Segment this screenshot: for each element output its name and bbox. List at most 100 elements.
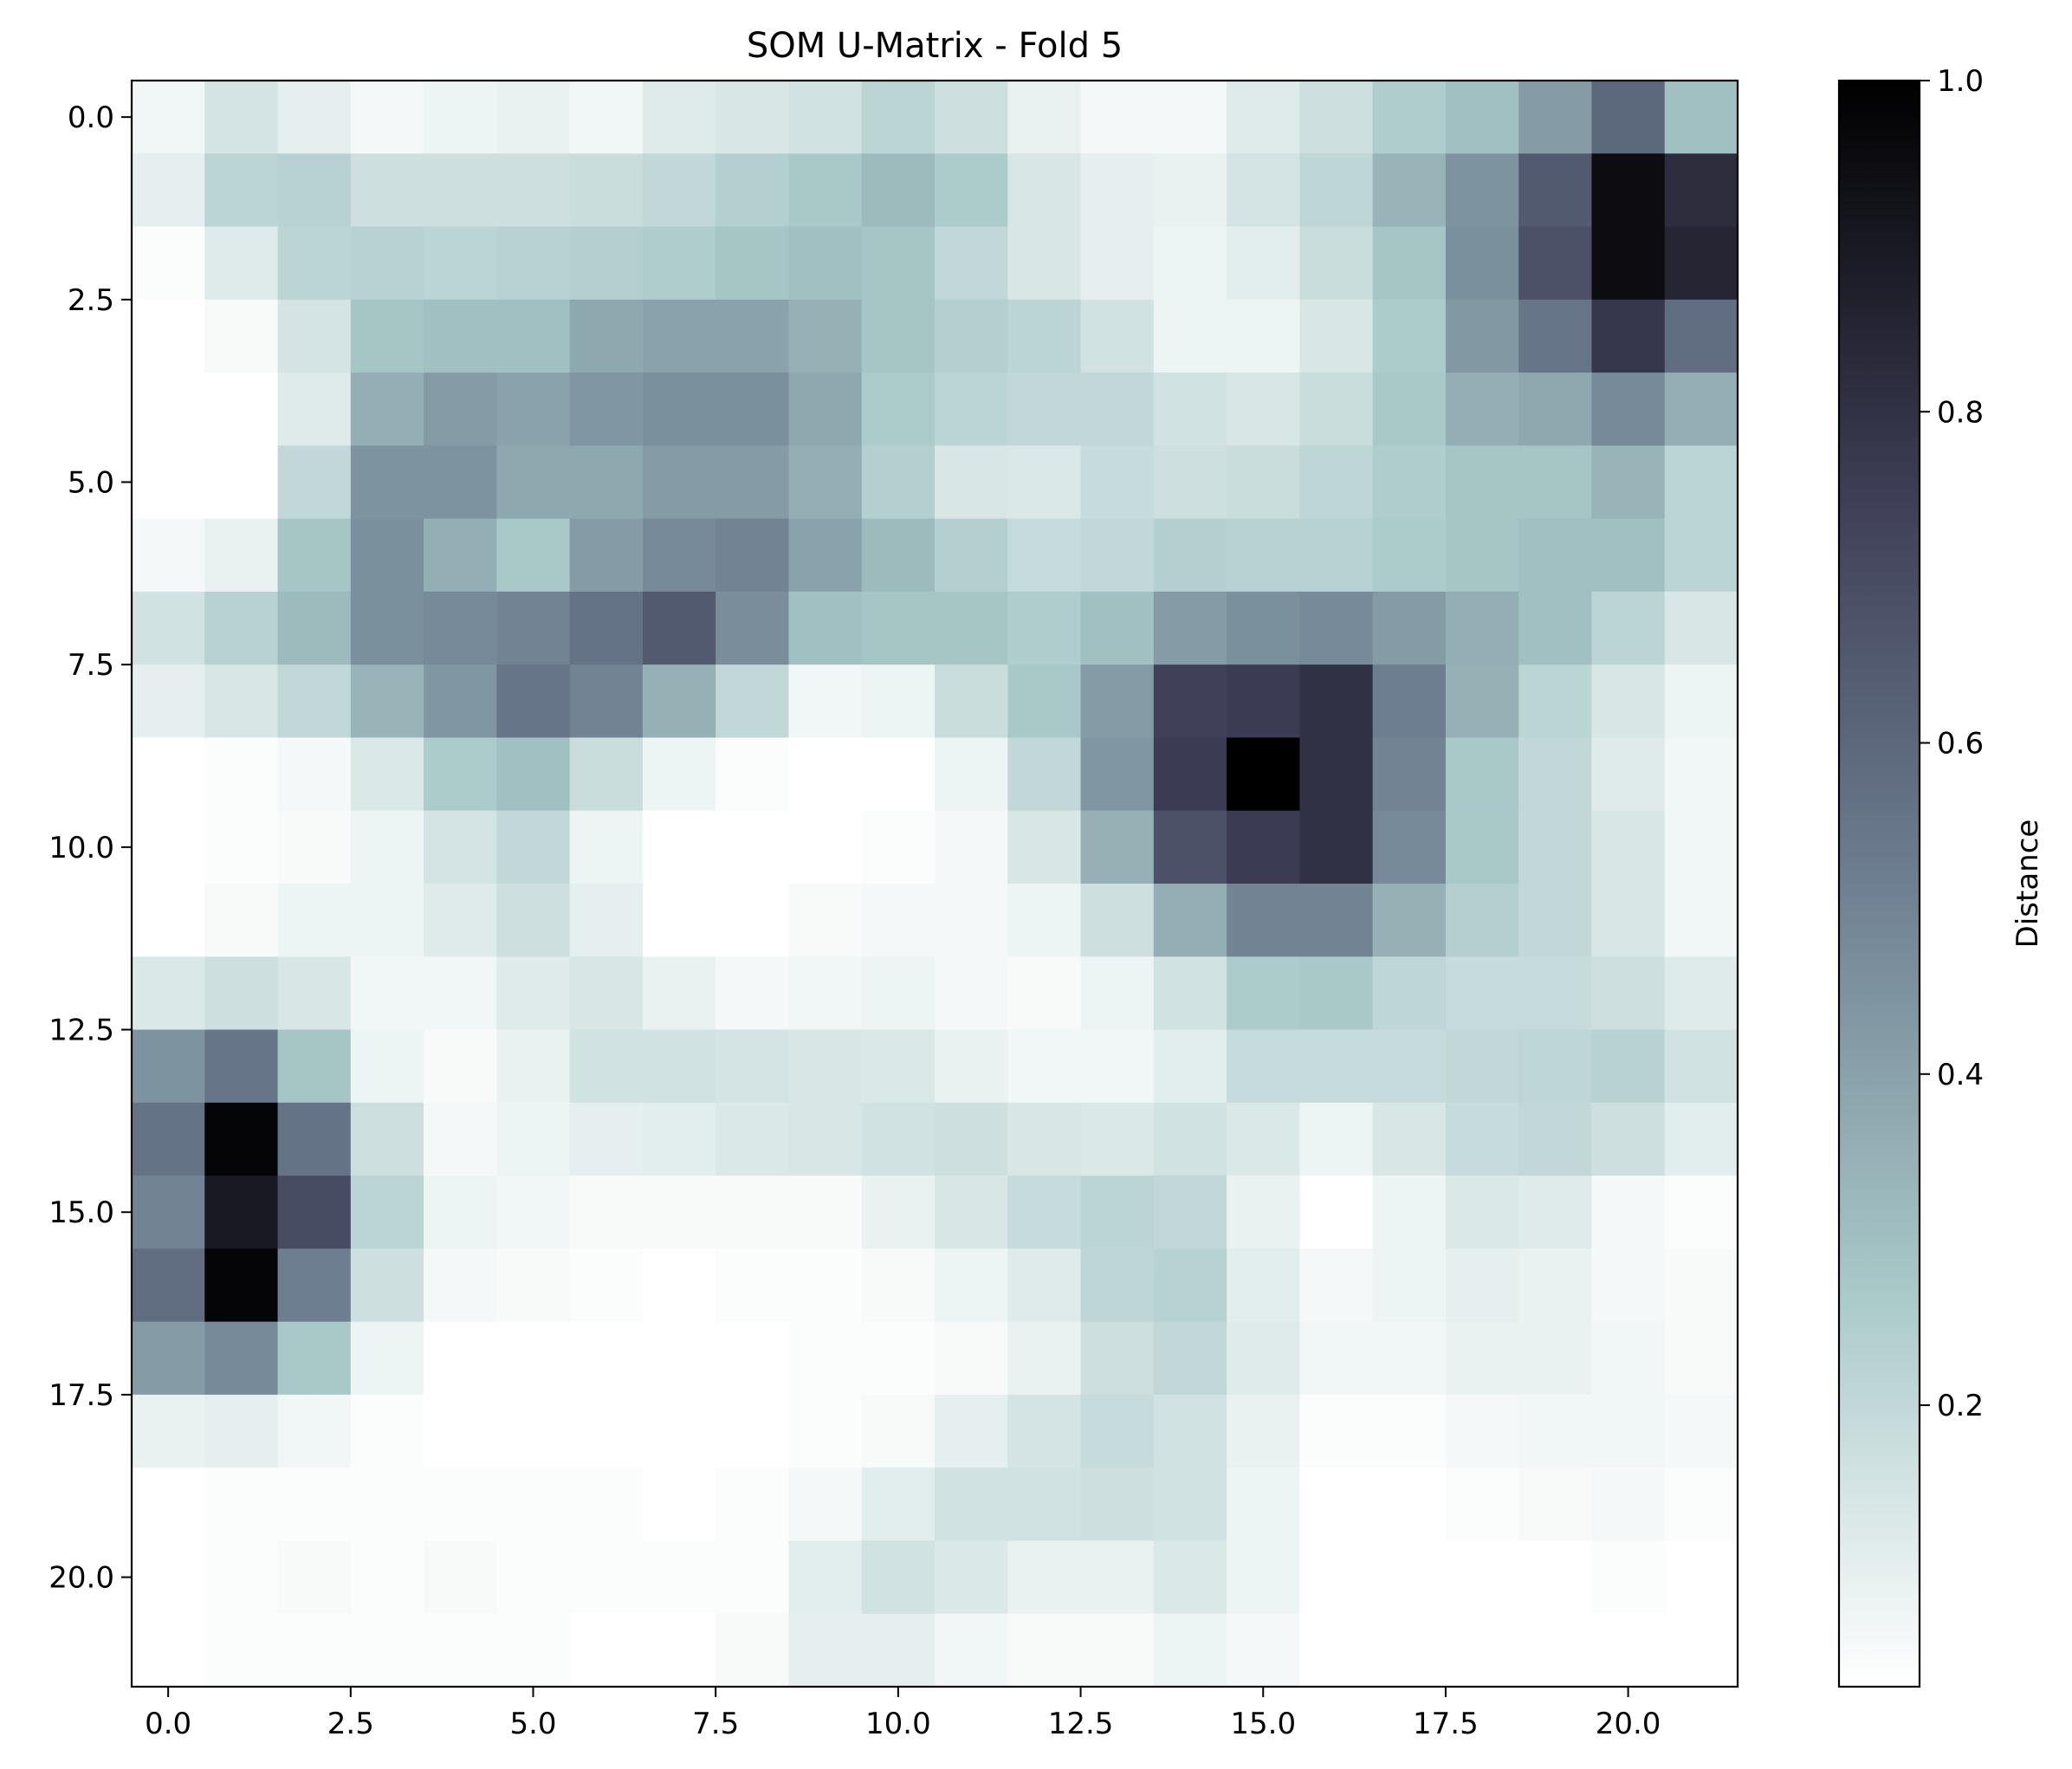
heatmap-cell <box>715 373 790 446</box>
heatmap-cell <box>935 1102 1008 1176</box>
heatmap-cell <box>569 1394 644 1468</box>
heatmap-cell <box>1664 1176 1739 1249</box>
heatmap-cell <box>132 591 205 665</box>
heatmap-cell <box>1007 664 1082 739</box>
heatmap-cell <box>1591 518 1666 593</box>
heatmap-cell <box>1591 1613 1666 1688</box>
y-tick-label: 5.0 <box>68 466 114 501</box>
heatmap-cell <box>1299 81 1374 154</box>
heatmap-cell <box>132 518 205 593</box>
heatmap-cell <box>1080 518 1155 593</box>
heatmap-cell <box>935 153 1008 228</box>
heatmap-cell <box>350 518 424 593</box>
heatmap-cell <box>788 591 863 665</box>
heatmap-cell <box>350 299 424 373</box>
heatmap-cell <box>1664 1613 1739 1688</box>
heatmap-cell <box>496 81 571 154</box>
heatmap-cell <box>1080 956 1155 1031</box>
heatmap-cell <box>1372 1176 1447 1249</box>
heatmap-cell <box>1445 1176 1519 1249</box>
heatmap-cell <box>1591 445 1666 520</box>
heatmap-cell <box>424 1613 497 1688</box>
heatmap-cell <box>935 1468 1008 1542</box>
heatmap-cell <box>1518 1540 1593 1615</box>
heatmap-cell <box>132 737 205 812</box>
heatmap-cell <box>277 1248 352 1323</box>
heatmap-cell <box>788 226 863 301</box>
heatmap-cell <box>1664 518 1739 593</box>
heatmap-cell <box>1591 1102 1666 1176</box>
heatmap-cell <box>204 1394 279 1468</box>
heatmap-cell <box>861 153 936 228</box>
heatmap-cell <box>1299 1321 1374 1396</box>
heatmap-cell <box>642 373 716 446</box>
heatmap-cell <box>935 956 1008 1031</box>
heatmap-cell <box>1007 1394 1082 1468</box>
heatmap-cell <box>277 226 352 301</box>
y-tick-label: 12.5 <box>49 1014 114 1048</box>
heatmap-cell <box>132 299 205 373</box>
heatmap-cell <box>496 810 571 884</box>
heatmap-cell <box>642 1321 716 1396</box>
y-axis: 0.0 2.5 5.0 7.5 10.0 12.5 15.0 17.5 20.0 <box>49 100 132 1596</box>
heatmap-cell <box>424 1394 497 1468</box>
heatmap-cell <box>569 1029 644 1104</box>
heatmap-cell <box>569 1321 644 1396</box>
heatmap-cell <box>1299 226 1374 301</box>
heatmap-cell <box>1227 445 1300 520</box>
heatmap-cell <box>1664 299 1739 373</box>
heatmap-cell <box>496 1394 571 1468</box>
heatmap-cell <box>496 1321 571 1396</box>
heatmap-cell <box>1153 1029 1227 1104</box>
heatmap-cell <box>350 1102 424 1176</box>
heatmap-cell <box>715 956 790 1031</box>
heatmap-cell <box>861 1540 936 1615</box>
heatmap-cell <box>424 1029 497 1104</box>
heatmap-cell <box>1007 1176 1082 1249</box>
heatmap-cell <box>277 1394 352 1468</box>
heatmap-cell <box>1445 1394 1519 1468</box>
heatmap-cell <box>1518 664 1593 739</box>
heatmap-cell <box>715 81 790 154</box>
heatmap-cell <box>424 1321 497 1396</box>
heatmap-cell <box>1153 299 1227 373</box>
heatmap-cell <box>1445 1468 1519 1542</box>
heatmap-cell <box>1664 1102 1739 1176</box>
heatmap-cell <box>1591 153 1666 228</box>
heatmap-cell <box>569 1248 644 1323</box>
heatmap-cell <box>1007 1540 1082 1615</box>
heatmap-cell <box>496 664 571 739</box>
heatmap-cell <box>935 518 1008 593</box>
heatmap-cell <box>1153 1394 1227 1468</box>
heatmap-cell <box>350 1540 424 1615</box>
heatmap-cell <box>1664 373 1739 446</box>
heatmap-cell <box>861 664 936 739</box>
heatmap-cell <box>1299 956 1374 1031</box>
heatmap-cell <box>1518 299 1593 373</box>
heatmap-cell <box>788 884 863 957</box>
heatmap-cell <box>935 737 1008 812</box>
heatmap-cell <box>1299 153 1374 228</box>
heatmap-cell <box>350 591 424 665</box>
heatmap-cell <box>715 1468 790 1542</box>
heatmap-cell <box>1445 445 1519 520</box>
heatmap-cell <box>424 1468 497 1542</box>
heatmap-cell <box>1445 1248 1519 1323</box>
heatmap-cell <box>496 1248 571 1323</box>
heatmap-cell <box>1153 1102 1227 1176</box>
heatmap-cell <box>788 1468 863 1542</box>
heatmap-cell <box>204 810 279 884</box>
heatmap-cell <box>1518 226 1593 301</box>
heatmap-cell <box>1299 1468 1374 1542</box>
heatmap-cell <box>132 884 205 957</box>
heatmap-cell <box>1153 1613 1227 1688</box>
y-tick-label: 17.5 <box>49 1378 114 1413</box>
heatmap-cell <box>715 153 790 228</box>
heatmap-cell <box>569 373 644 446</box>
heatmap-cell <box>1227 1102 1300 1176</box>
heatmap-cell <box>277 1468 352 1542</box>
heatmap-cell <box>1591 226 1666 301</box>
heatmap-cell <box>496 956 571 1031</box>
heatmap-cell <box>1518 1321 1593 1396</box>
heatmap-cell <box>132 1613 205 1688</box>
